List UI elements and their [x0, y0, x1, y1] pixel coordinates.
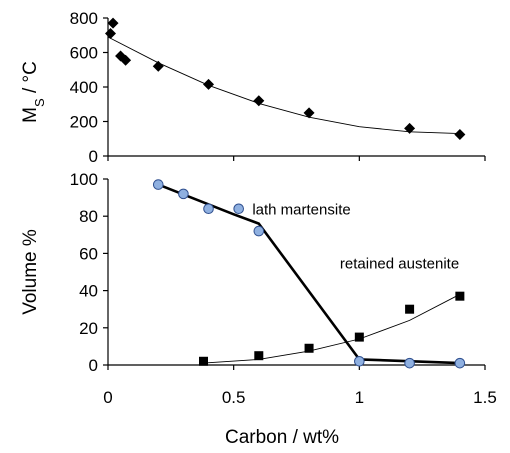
data-point: [454, 128, 466, 140]
y-tick-label: 800: [70, 9, 98, 28]
data-point: [107, 17, 119, 29]
x-tick-label: 0.5: [222, 388, 246, 407]
data-point: [404, 357, 415, 369]
data-point: [454, 357, 466, 369]
x-tick-label: 1.5: [473, 388, 497, 407]
data-point: [199, 356, 209, 366]
data-point: [404, 122, 416, 134]
y-tick-label: 600: [70, 44, 98, 63]
y-tick-label: 20: [79, 319, 98, 338]
data-point: [303, 107, 315, 119]
data-point: [354, 332, 364, 342]
trend-line: [203, 293, 461, 364]
top-y-axis-title: MS / °C: [20, 61, 47, 123]
top-y-axis-title-main: M: [20, 107, 41, 123]
trend-line: [107, 36, 460, 135]
y-tick-label: 80: [79, 207, 98, 226]
series-annotation: lath martensite: [252, 201, 350, 218]
y-tick-label: 60: [79, 244, 98, 263]
y-tick-label: 100: [70, 170, 98, 189]
y-tick-label: 200: [70, 113, 98, 132]
data-point: [254, 351, 264, 361]
data-point: [152, 179, 164, 190]
data-point: [354, 355, 365, 367]
top-y-axis-title-unit: / °C: [20, 61, 41, 98]
data-point: [203, 203, 214, 215]
data-point: [253, 225, 265, 237]
data-point: [152, 60, 164, 72]
data-point: [233, 203, 244, 215]
data-point: [203, 78, 215, 90]
data-point: [178, 188, 189, 200]
y-tick-label: 400: [70, 78, 98, 97]
top-y-axis-title-subscript: S: [32, 98, 47, 107]
data-point: [405, 304, 415, 314]
series-annotation: retained austenite: [340, 255, 459, 272]
data-point: [253, 95, 265, 107]
y-tick-label: 0: [89, 356, 98, 375]
x-axis-title: Carbon / wt%: [225, 427, 339, 448]
x-tick-label: 0: [103, 388, 112, 407]
y-tick-label: 40: [79, 282, 98, 301]
data-point: [105, 28, 117, 40]
volume-fraction-panel: 0 20 40 60 80 100 0 0.5 1 1.5 lath martensite retai…: [70, 170, 497, 407]
bottom-y-axis-title: Volume %: [20, 229, 41, 315]
x-tick-label: 1: [355, 388, 364, 407]
data-point: [304, 343, 314, 353]
ms-temperature-panel: 0 200 400 600 800: [70, 9, 486, 166]
data-point: [455, 291, 465, 301]
data-point: [120, 54, 132, 66]
y-tick-label: 0: [89, 147, 98, 166]
